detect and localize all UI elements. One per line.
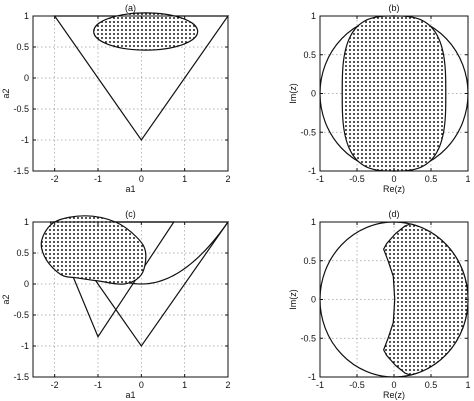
x-tick-label: -2: [51, 380, 59, 390]
y-tick-label: 0: [311, 89, 316, 99]
y-tick-label: -1.5: [13, 166, 29, 176]
chart-title: (d): [389, 209, 400, 219]
y-tick-label: -0.5: [13, 104, 29, 114]
y-tick-label: 1: [24, 217, 29, 227]
y-tick-label: -1: [308, 166, 316, 176]
panel-c: -2 -1 0 1 2 -1.5 -1 -0.5 0 0.5 1 (c) a1 a2: [1, 209, 231, 400]
panel-d: -1 -0.5 0 0.5 1 -1 -0.5 0 0.5 1 (d) Re(z) Im(z): [288, 209, 471, 400]
y-axis-label: Im(z): [288, 289, 298, 310]
x-tick-label: -1: [316, 380, 324, 390]
x-tick-label: -0.5: [349, 174, 365, 184]
y-tick-label: -1: [308, 372, 316, 382]
x-tick-label: 0: [391, 380, 396, 390]
x-tick-label: -0.5: [349, 380, 365, 390]
x-tick-label: 2: [225, 380, 230, 390]
y-tick-label: 0: [24, 73, 29, 83]
x-tick-label: 1: [182, 174, 187, 184]
shaded-region: [93, 12, 199, 51]
y-tick-label: 0.5: [303, 50, 316, 60]
shaded-region: [341, 15, 447, 172]
x-tick-label: 0.5: [425, 380, 438, 390]
y-tick-label: -0.5: [300, 127, 316, 137]
shaded-region: [383, 223, 469, 376]
x-axis-label: Re(z): [383, 390, 405, 400]
x-tick-label: 0: [391, 174, 396, 184]
plot-frame: [32, 221, 229, 378]
x-tick-label: 0.5: [425, 174, 438, 184]
y-tick-label: 0.5: [16, 42, 29, 52]
y-tick-label: 0: [24, 279, 29, 289]
y-tick-label: 0.5: [16, 248, 29, 258]
x-tick-label: 1: [182, 380, 187, 390]
shaded-region: [40, 215, 147, 285]
plot-frame: [32, 15, 229, 172]
chart-title: (a): [125, 3, 136, 13]
panel-a: -2 -1 0 1 2 -1.5 -1 -0.5 0 0.5 1 (a) a1 a2: [1, 3, 231, 194]
y-tick-label: 1: [311, 11, 316, 21]
x-tick-label: 0: [139, 174, 144, 184]
x-tick-label: -1: [94, 174, 102, 184]
x-tick-label: -1: [316, 174, 324, 184]
y-tick-label: 1: [24, 11, 29, 21]
panel-b: -1 -0.5 0 0.5 1 -1 -0.5 0 0.5 1 (b) Re(z) Im(z): [288, 3, 471, 194]
y-tick-label: -0.5: [300, 333, 316, 343]
y-tick-label: -0.5: [13, 310, 29, 320]
chart-title: (c): [125, 209, 136, 219]
y-tick-label: 1: [311, 217, 316, 227]
y-tick-label: -1: [21, 341, 29, 351]
x-axis-label: Re(z): [383, 184, 405, 194]
x-tick-label: 1: [465, 380, 470, 390]
x-tick-label: 1: [465, 174, 470, 184]
y-tick-label: -1: [21, 135, 29, 145]
y-tick-label: 0: [311, 295, 316, 305]
x-tick-label: 2: [225, 174, 230, 184]
y-tick-label: 0.5: [303, 256, 316, 266]
y-axis-label: a2: [1, 294, 11, 304]
chart-title: (b): [389, 3, 400, 13]
x-axis-label: a1: [125, 390, 135, 400]
y-axis-label: a2: [1, 88, 11, 98]
x-tick-label: -1: [94, 380, 102, 390]
x-axis-label: a1: [125, 184, 135, 194]
y-tick-label: -1.5: [13, 372, 29, 382]
x-tick-label: -2: [51, 174, 59, 184]
x-tick-label: 0: [139, 380, 144, 390]
y-axis-label: Im(z): [288, 83, 298, 104]
